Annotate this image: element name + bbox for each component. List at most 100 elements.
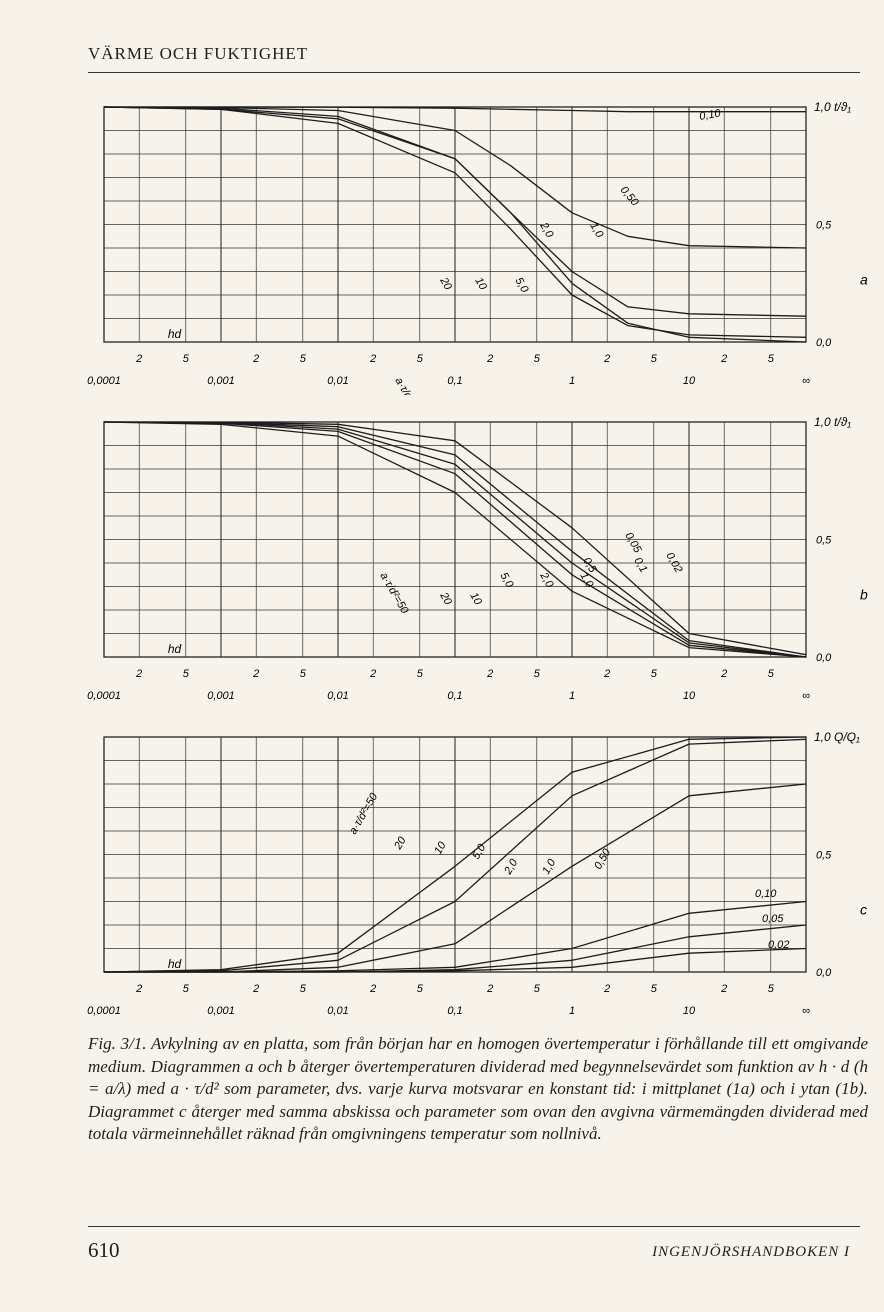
b-series-line [103, 421, 807, 656]
a-curve-label: 2,0 [537, 220, 556, 241]
running-footer: INGENJÖRSHANDBOKEN I [652, 1244, 850, 1260]
c-y-tick-label: 0,5 [816, 850, 832, 862]
a-minor-tick-label: 2 [135, 353, 142, 365]
chart-a: 2 5 2 5 2 5 2 5 2 5 2 5 0,0001 0,001 0,01 0,1 1 10 ∞ 0,5 0,0… [87, 100, 868, 396]
b-y-axis-label: 1,0 t/ϑ₁ [814, 415, 851, 429]
a-decade-label: 1 [569, 375, 575, 387]
a-series-line [103, 106, 807, 338]
b-decade-label: ∞ [802, 690, 810, 702]
c-minor-tick-label: 2 [486, 983, 493, 995]
c-minor-tick-label: 5 [534, 983, 541, 995]
a-minor-tick-label: 2 [486, 353, 493, 365]
a-panel-label: a [860, 272, 868, 288]
a-series-line [104, 106, 806, 113]
a-y-tick-label: 0,5 [816, 220, 832, 232]
b-series-line [103, 421, 807, 658]
c-decade-label: 10 [683, 1005, 696, 1017]
c-series-line [103, 738, 807, 973]
a-x-axis-label: hd [168, 327, 182, 341]
b-curve-label: 0,05 [622, 531, 644, 556]
a-minor-tick-label: 2 [252, 353, 259, 365]
a-curve-label: a·τ/d²=50 [392, 376, 426, 396]
a-decade-label: 0,001 [207, 375, 235, 387]
b-minor-tick-label: 5 [768, 668, 775, 680]
figure-caption: Fig. 3/1. Avkylning av en platta, som fr… [88, 1034, 868, 1143]
running-header: VÄRME OCH FUKTIGHET [88, 44, 309, 63]
c-y-tick-label: 0,0 [816, 967, 832, 979]
c-curve-label: 0,10 [755, 888, 777, 900]
c-curve-label: 0,50 [592, 846, 614, 871]
c-minor-tick-label: 5 [183, 983, 190, 995]
c-minor-tick-label: 2 [252, 983, 259, 995]
b-minor-tick-label: 2 [486, 668, 493, 680]
b-minor-tick-label: 5 [651, 668, 658, 680]
b-minor-tick-label: 5 [300, 668, 307, 680]
a-minor-tick-label: 2 [720, 353, 727, 365]
b-curve-label: 0,1 [631, 556, 649, 575]
c-curve-label: 20 [392, 834, 409, 852]
a-minor-tick-label: 2 [369, 353, 376, 365]
a-curve-label: 1,0 [587, 221, 605, 241]
c-minor-tick-label: 5 [300, 983, 307, 995]
a-decade-label: 0,01 [327, 375, 348, 387]
c-minor-tick-label: 5 [651, 983, 658, 995]
chart-c: 2 5 2 5 2 5 2 5 2 5 2 5 0,0001 0,001 0,01 0,1 1 10 ∞ 0,5 0,0… [87, 730, 867, 1017]
c-minor-tick-label: 5 [768, 983, 775, 995]
c-minor-tick-label: 2 [369, 983, 376, 995]
c-series-line [103, 736, 807, 973]
c-decade-label: 0,01 [327, 1005, 348, 1017]
header-rule [88, 72, 860, 73]
a-series-line [103, 106, 807, 317]
c-minor-tick-label: 5 [417, 983, 424, 995]
a-series-line [103, 106, 807, 249]
c-decade-label: 1 [569, 1005, 575, 1017]
b-minor-tick-label: 2 [135, 668, 142, 680]
a-curve-label: 0,50 [618, 184, 642, 209]
b-decade-label: 0,1 [447, 690, 462, 702]
c-curve-label: 0,05 [762, 913, 784, 925]
a-decade-label: 0,1 [447, 375, 462, 387]
c-series-line [104, 947, 807, 973]
c-curve-label: a·τ/d²=50 [347, 790, 381, 836]
c-minor-tick-label: 2 [603, 983, 610, 995]
b-x-axis-label: hd [168, 642, 182, 656]
b-minor-tick-label: 2 [369, 668, 376, 680]
b-minor-tick-label: 5 [534, 668, 541, 680]
c-curve-label: 0,02 [768, 939, 789, 951]
a-curve-label: 20 [437, 275, 454, 293]
b-panel-label: b [860, 587, 868, 603]
b-minor-tick-label: 2 [603, 668, 610, 680]
c-panel-label: c [860, 902, 867, 918]
chart-b: 2 5 2 5 2 5 2 5 2 5 2 5 0,0001 0,001 0,01 0,1 1 10 ∞ 0,5 0,0… [87, 415, 868, 702]
b-curve-label: 5,0 [497, 571, 515, 591]
c-y-axis-label: 1,0 Q/Q₁ [814, 730, 860, 744]
c-curve-label: 1,0 [540, 856, 558, 876]
c-minor-tick-label: 2 [135, 983, 142, 995]
b-minor-tick-label: 2 [252, 668, 259, 680]
a-minor-tick-label: 2 [603, 353, 610, 365]
a-minor-tick-label: 5 [300, 353, 307, 365]
a-curve-label: 0,10 [698, 107, 722, 123]
a-decade-label: ∞ [802, 375, 810, 387]
a-minor-tick-label: 5 [768, 353, 775, 365]
a-minor-tick-label: 5 [417, 353, 424, 365]
a-decade-label: 10 [683, 375, 696, 387]
b-decade-label: 1 [569, 690, 575, 702]
b-curve-label: 2,0 [537, 570, 556, 591]
b-decade-label: 10 [683, 690, 696, 702]
c-minor-tick-label: 2 [720, 983, 727, 995]
b-minor-tick-label: 2 [720, 668, 727, 680]
c-decade-label: 0,0001 [87, 1005, 121, 1017]
a-curve-label: 10 [472, 276, 489, 293]
b-curve-label: 10 [467, 591, 484, 608]
c-curve-label: 5,0 [470, 841, 488, 861]
b-y-tick-label: 0,5 [816, 535, 832, 547]
b-minor-tick-label: 5 [417, 668, 424, 680]
c-curve-label: 10 [432, 839, 449, 856]
b-minor-tick-label: 5 [183, 668, 190, 680]
c-decade-label: ∞ [802, 1005, 810, 1017]
page-number: 610 [88, 1238, 120, 1262]
b-decade-label: 0,01 [327, 690, 348, 702]
a-decade-label: 0,0001 [87, 375, 121, 387]
c-decade-label: 0,001 [207, 1005, 235, 1017]
